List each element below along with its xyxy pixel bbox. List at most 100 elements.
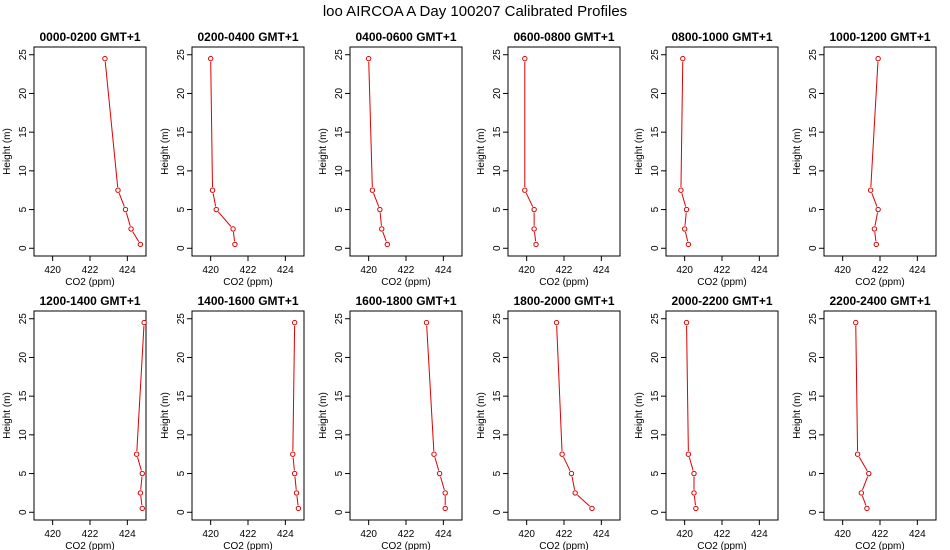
data-point [379,226,385,232]
y-tick-label: 0 [492,245,503,251]
data-point [871,226,878,232]
x-axis-label: CO2 (ppm) [855,277,904,288]
data-point [522,55,528,62]
data-point [295,505,302,512]
profile-line-segment [556,325,563,452]
profile-line-segment [292,457,295,471]
y-tick-label: 25 [650,313,661,325]
profile-line-segment [858,456,868,472]
profile-line-segment [681,193,687,207]
y-axis-label: Height (m) [2,128,13,175]
x-axis-label: CO2 (ppm) [65,541,114,550]
profile-line-segment [212,193,217,207]
data-point [854,451,861,457]
profile-line-segment [680,61,684,188]
profile-line-segment [210,61,213,188]
profile-line-segment [862,476,869,491]
y-tick-label: 15 [650,390,661,402]
x-tick-label: 424 [909,265,926,276]
y-tick-label: 5 [650,206,661,212]
profile-line-segment [693,496,696,506]
x-tick-label: 420 [202,265,219,276]
y-tick-label: 10 [808,165,819,177]
profile-line-segment [125,212,131,226]
y-tick-label: 20 [808,351,819,363]
x-tick-label: 422 [398,529,415,540]
panel-title: 1400-1600 GMT+1 [197,294,298,308]
x-tick-label: 420 [834,529,851,540]
y-tick-label: 20 [334,87,345,99]
y-tick-label: 25 [176,313,187,325]
y-axis-label: Height (m) [318,128,329,175]
x-tick-label: 424 [119,529,136,540]
y-tick-label: 10 [334,429,345,441]
plot-frame [349,310,463,521]
profile-line-segment [688,457,694,471]
plot-frame [33,46,147,257]
data-point [685,241,692,248]
profile-line-segment [104,61,119,188]
profile-line-segment [440,476,445,490]
y-tick-label: 5 [492,470,503,476]
x-tick-label: 420 [676,265,693,276]
x-tick-label: 424 [435,265,452,276]
data-point [875,206,881,213]
x-axis-label: CO2 (ppm) [697,541,746,550]
data-point [683,206,690,213]
y-tick-label: 0 [334,245,345,251]
panel-title: 0400-0600 GMT+1 [355,30,456,44]
y-tick-label: 25 [808,313,819,325]
y-tick-label: 5 [18,470,29,476]
x-tick-label: 420 [360,265,377,276]
data-point [102,55,108,62]
y-tick-label: 20 [334,351,345,363]
data-point [232,241,238,248]
profile-panel: 0800-1000 GMT+1 420 422 424 0 5 10 15 20 25 CO2 (p… [634,30,779,288]
y-tick-label: 5 [334,470,345,476]
data-point [858,490,865,496]
figure-title: loo AIRCOA A Day 100207 Calibrated Profi… [323,3,627,20]
profile-line-segment [426,325,435,452]
data-point [436,470,443,477]
x-tick-label: 422 [714,529,731,540]
profile-panel: 2000-2200 GMT+1 420 422 424 0 5 10 15 20 25 CO2 (p… [634,294,779,550]
plot-frame [823,46,937,257]
data-point [867,187,874,193]
profile-line-segment [571,476,576,490]
data-point [691,490,697,496]
data-point [141,319,147,326]
profile-panel: 0400-0600 GMT+1 420 422 424 0 5 10 15 20 25 CO2 (p… [318,30,463,288]
x-tick-label: 424 [751,529,768,540]
profile-line-segment [434,457,440,471]
profile-line-segment [232,232,236,242]
data-point [122,206,129,213]
data-point [853,319,859,326]
y-tick-label: 5 [334,206,345,212]
data-point [377,206,383,213]
profile-line-segment [140,476,143,490]
x-axis-label: CO2 (ppm) [539,277,588,288]
x-tick-label: 420 [834,265,851,276]
panel-title: 2200-2400 GMT+1 [829,294,930,308]
profile-line-segment [137,457,142,471]
profile-line-segment [861,495,867,506]
y-tick-label: 0 [808,245,819,251]
panel-title: 0200-0400 GMT+1 [197,30,298,44]
data-point [693,505,699,512]
plot-frame [665,310,779,521]
y-tick-label: 15 [334,126,345,138]
y-tick-label: 0 [492,509,503,515]
panel-grid: 0000-0200 GMT+1 420 422 424 0 5 10 15 20 25 CO2 (p… [2,30,937,550]
x-axis-label: CO2 (ppm) [539,541,588,550]
data-point [365,55,372,62]
y-tick-label: 25 [18,313,29,325]
x-tick-label: 422 [872,265,889,276]
data-point [431,451,437,457]
y-tick-label: 25 [176,49,187,61]
profile-panel: 2200-2400 GMT+1 420 422 424 0 5 10 15 20 25 CO2 (p… [792,294,937,550]
profile-line-segment [684,231,689,242]
profile-panel: 0600-0800 GMT+1 420 422 424 0 5 10 15 20 25 CO2 (p… [476,30,621,288]
data-point [522,187,528,193]
data-point [291,470,298,477]
